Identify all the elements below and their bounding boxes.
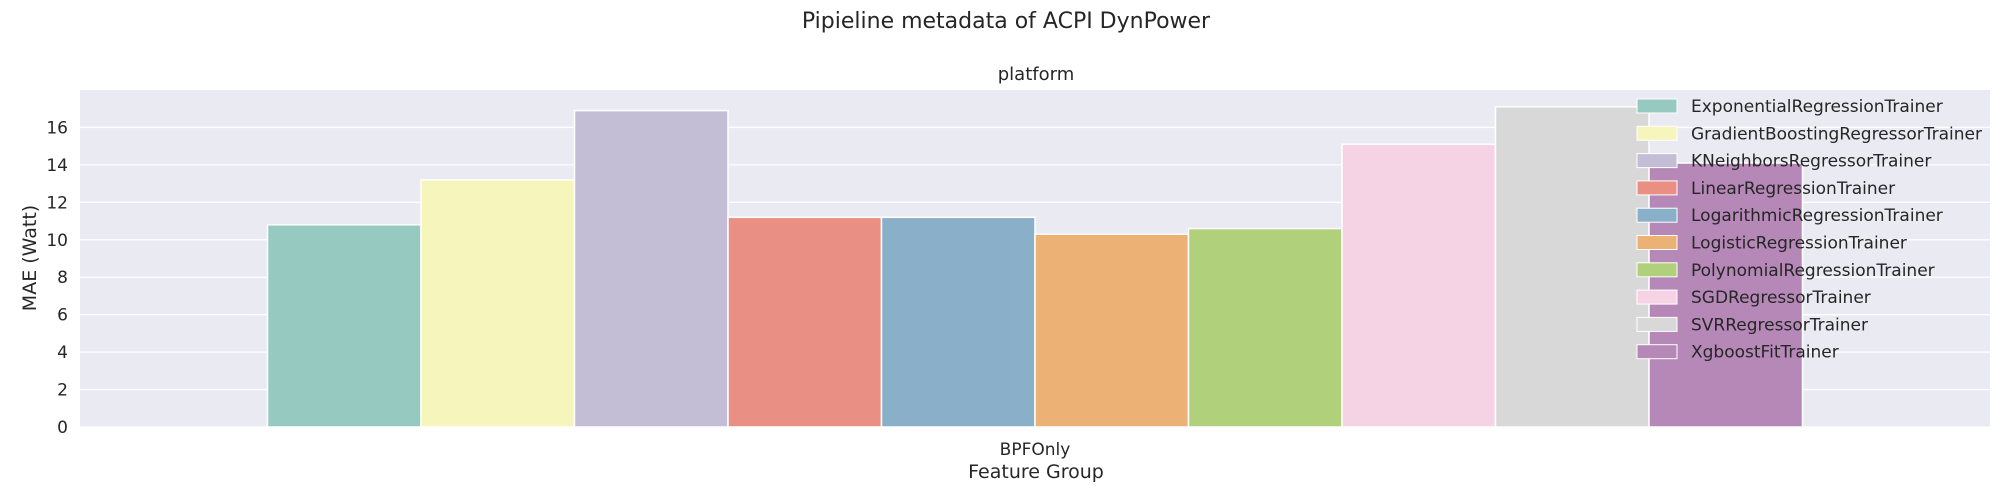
y-axis-label: MAE (Watt): [19, 205, 41, 311]
legend-swatch: [1636, 316, 1678, 332]
y-tick-label: 12: [46, 193, 68, 213]
legend: ExponentialRegressionTrainer GradientBoos…: [1636, 97, 1982, 363]
legend-label: SVRRegressorTrainer: [1691, 315, 1868, 335]
bar: [573, 109, 729, 428]
legend-label: SGDRegressorTrainer: [1691, 288, 1871, 308]
x-ticks: BPFOnly: [1000, 440, 1071, 460]
x-tick-label: BPFOnly: [1000, 440, 1071, 460]
legend-label: LogisticRegressionTrainer: [1691, 234, 1907, 254]
legend-swatch: [1636, 235, 1678, 250]
legend-label: XgboostFitTrainer: [1691, 343, 1839, 363]
legend-label: ExponentialRegressionTrainer: [1691, 97, 1943, 117]
bar: [420, 179, 576, 428]
legend-label: PolynomialRegressionTrainer: [1691, 261, 1935, 281]
legend-swatch: [1636, 180, 1678, 196]
chart-title: Pipieline metadata of ACPI DynPower: [802, 9, 1211, 34]
legend-label: LogarithmicRegressionTrainer: [1691, 206, 1943, 226]
legend-label: GradientBoostingRegressorTrainer: [1691, 124, 1982, 144]
legend-label: KNeighborsRegressorTrainer: [1691, 152, 1931, 172]
chart-subtitle: platform: [998, 64, 1074, 85]
bar: [1034, 233, 1190, 428]
legend-swatch: [1636, 98, 1678, 114]
y-tick-label: 4: [57, 343, 68, 363]
bar: [880, 216, 1036, 428]
legend-swatch: [1636, 344, 1678, 360]
legend-swatch: [1636, 262, 1678, 278]
y-tick-label: 6: [57, 306, 68, 326]
x-axis-label: Feature Group: [968, 461, 1104, 483]
y-tick-label: 0: [57, 418, 68, 438]
y-tick-label: 10: [46, 231, 68, 251]
bar: [266, 224, 422, 428]
y-ticks: 0 2 4 6 8 10 12 14 16: [46, 118, 68, 438]
bar: [1187, 227, 1343, 428]
bar: [1341, 143, 1497, 428]
bar: [1494, 106, 1650, 428]
bar: [727, 216, 883, 428]
legend-label: LinearRegressionTrainer: [1691, 179, 1895, 199]
legend-swatch: [1636, 289, 1678, 305]
y-tick-label: 2: [57, 381, 68, 401]
bars: [266, 106, 1804, 428]
y-tick-label: 8: [57, 268, 68, 288]
legend-swatch: [1636, 153, 1678, 169]
legend-swatch: [1636, 207, 1678, 223]
legend-swatch: [1636, 125, 1678, 141]
y-tick-label: 16: [46, 118, 68, 138]
y-tick-label: 14: [46, 156, 68, 176]
